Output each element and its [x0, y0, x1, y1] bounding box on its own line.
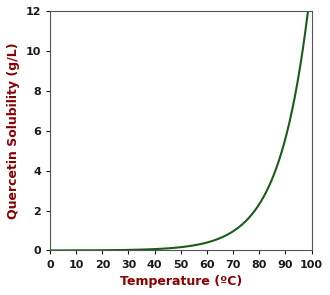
Y-axis label: Quercetin Solubility (g/L): Quercetin Solubility (g/L)	[7, 42, 20, 219]
X-axis label: Temperature (ºC): Temperature (ºC)	[120, 275, 242, 288]
